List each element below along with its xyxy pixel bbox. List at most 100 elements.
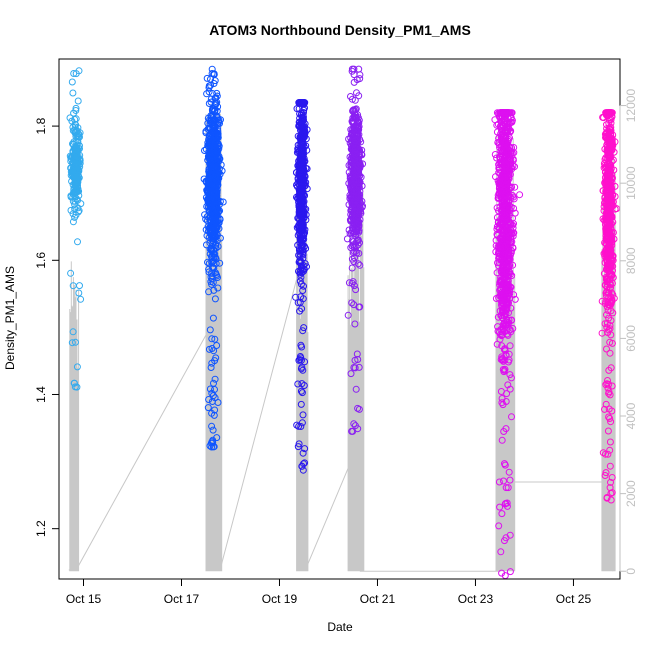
data-point [299, 411, 307, 419]
data-point [74, 238, 81, 246]
data-point [206, 140, 214, 148]
data-point [605, 289, 613, 297]
data-point [296, 122, 304, 130]
data-point [496, 331, 504, 339]
data-point [495, 478, 503, 486]
data-point [296, 219, 304, 227]
data-point [497, 548, 505, 556]
data-point [502, 162, 510, 170]
data-point [351, 320, 359, 328]
data-point [73, 173, 81, 181]
data-point [496, 242, 503, 249]
data-point [297, 423, 305, 430]
data-point [502, 310, 510, 317]
data-point [350, 364, 358, 371]
data-point [213, 92, 221, 100]
data-point [209, 246, 217, 254]
data-point [201, 147, 208, 154]
x-tick-label: Oct 21 [360, 592, 396, 606]
data-point [497, 113, 505, 121]
data-point [505, 252, 513, 260]
data-point [296, 118, 304, 126]
altitude-spikes-0 [69, 261, 80, 572]
data-point [605, 229, 613, 237]
data-point [206, 245, 214, 253]
data-point [503, 272, 511, 280]
data-point [208, 213, 216, 221]
data-point [213, 342, 221, 349]
data-point [609, 256, 617, 264]
data-point [605, 138, 613, 146]
data-point [498, 510, 506, 518]
data-point [606, 415, 614, 422]
data-point [491, 116, 499, 124]
data-point [502, 298, 510, 306]
data-point [498, 171, 506, 179]
data-point [358, 150, 365, 158]
data-point [501, 537, 508, 545]
data-point [505, 228, 513, 236]
data-point [209, 178, 217, 186]
data-point [511, 295, 519, 303]
data-point [606, 141, 614, 149]
altitude-line-layer [68, 92, 616, 572]
data-point [504, 484, 512, 492]
data-point [345, 226, 353, 234]
data-point [497, 109, 505, 117]
data-point [501, 500, 509, 508]
data-point [205, 288, 213, 296]
data-point [608, 270, 615, 278]
chart-title: ATOM3 Northbound Density_PM1_AMS [209, 22, 471, 38]
data-point [348, 117, 356, 125]
data-point [298, 380, 306, 388]
data-point [210, 264, 218, 272]
data-point [208, 184, 216, 192]
data-point [504, 358, 512, 366]
data-point [203, 241, 210, 249]
x-tick-label: Oct 25 [556, 592, 592, 606]
data-point [294, 443, 302, 451]
data-point [498, 228, 506, 236]
data-point [296, 114, 304, 122]
data-point [295, 244, 303, 252]
data-point [499, 401, 507, 409]
data-point [301, 459, 309, 467]
data-point [355, 249, 363, 257]
data-point [354, 237, 362, 245]
data-point [345, 279, 353, 287]
data-point [347, 130, 355, 138]
data-point [69, 89, 77, 97]
data-point [503, 260, 511, 268]
y-tick-label: 1.2 [34, 520, 48, 537]
data-point [210, 80, 218, 87]
data-point [352, 145, 360, 153]
data-point [203, 74, 211, 82]
data-point [351, 201, 359, 209]
data-point [73, 363, 81, 371]
data-point [351, 148, 359, 156]
data-point [605, 388, 613, 396]
data-point [507, 374, 515, 382]
data-point [606, 446, 614, 454]
data-point [506, 342, 514, 350]
data-point [359, 202, 366, 210]
data-point [504, 137, 512, 145]
data-point [209, 206, 217, 213]
data-point [502, 425, 510, 433]
data-point [215, 219, 223, 227]
data-point [292, 293, 300, 301]
data-point [497, 286, 505, 293]
data-point [69, 152, 76, 160]
data-point [497, 220, 505, 228]
data-point [502, 203, 510, 211]
data-point [205, 396, 213, 403]
data-point [208, 244, 215, 252]
data-point [501, 347, 509, 355]
data-point [604, 213, 612, 221]
secondary-y-tick-label: 10000 [624, 166, 638, 200]
data-point [72, 160, 80, 168]
data-point [210, 162, 218, 170]
data-point [497, 293, 505, 301]
data-point [71, 123, 79, 131]
data-point [347, 370, 355, 378]
